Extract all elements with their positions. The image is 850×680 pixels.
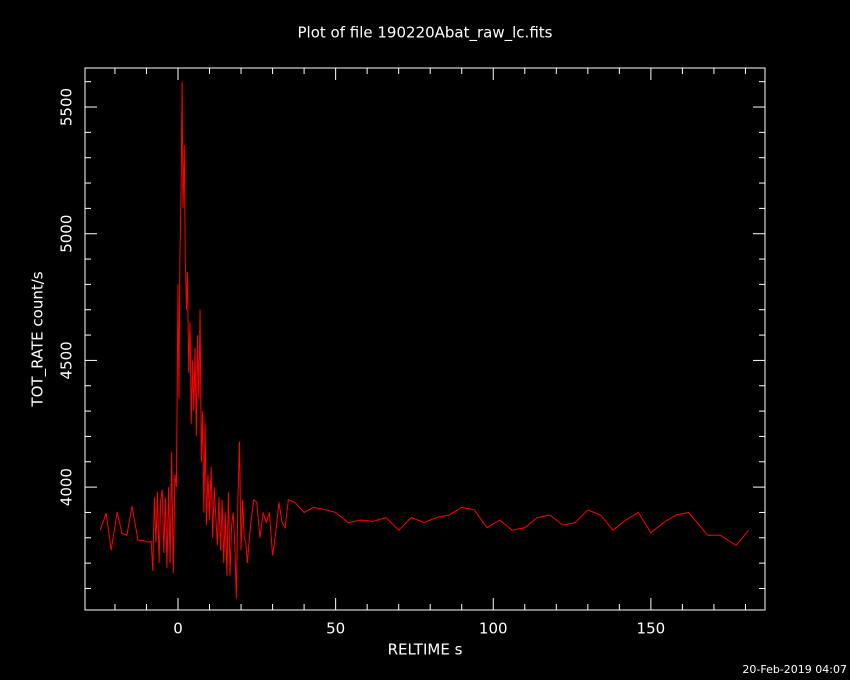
x-axis-label: RELTIME s xyxy=(388,641,463,659)
y-tick-label: 5000 xyxy=(58,215,76,253)
x-tick-label: 50 xyxy=(326,620,345,638)
data-line xyxy=(99,81,749,599)
x-tick-label: 0 xyxy=(173,620,183,638)
plot-frame xyxy=(84,67,766,611)
y-axis-label: TOT_RATE count/s xyxy=(29,271,48,407)
y-tick-label: 5500 xyxy=(58,88,76,126)
y-tick-label: 4000 xyxy=(58,468,76,506)
timestamp: 20-Feb-2019 04:07 xyxy=(742,663,847,676)
x-tick-label: 100 xyxy=(479,620,508,638)
x-tick-label: 150 xyxy=(637,620,666,638)
chart-title: Plot of file 190220Abat_raw_lc.fits xyxy=(298,24,553,43)
y-tick-label: 4500 xyxy=(58,341,76,379)
